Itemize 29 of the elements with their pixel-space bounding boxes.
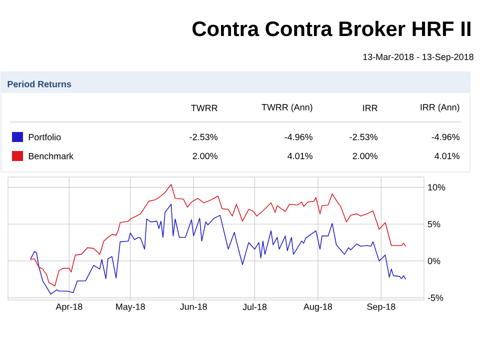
- legend-label: Portfolio: [28, 134, 61, 140]
- y-tick-label: 5%: [428, 220, 440, 228]
- y-tick-label: -5%: [428, 294, 444, 301]
- text: 2.00%: [192, 152, 218, 160]
- line-series: [30, 184, 406, 286]
- chart-title: Contra Contra Broker HRF II: [192, 20, 470, 36]
- x-tick-label: May-18: [116, 304, 145, 312]
- line-series: [30, 204, 406, 295]
- chart-subtitle: 13-Mar-2018 - 13-Sep-2018: [363, 54, 474, 62]
- legend-label: Benchmark: [28, 152, 74, 160]
- text: 4.01%: [434, 152, 460, 160]
- text: -4.96%: [432, 134, 460, 140]
- text: TWRR: [191, 104, 218, 112]
- text: 2.00%: [352, 152, 378, 160]
- x-tick-label: Sep-18: [367, 304, 396, 312]
- text: -4.96%: [284, 134, 312, 140]
- y-tick-label: 10%: [428, 184, 446, 190]
- x-tick-label: Jun-18: [180, 304, 207, 310]
- text: -2.53%: [190, 134, 218, 140]
- text: TWRR (Ann): [262, 104, 312, 112]
- text: Period Returns: [8, 80, 72, 88]
- y-tick-label: 0%: [428, 258, 440, 264]
- x-tick-label: Aug-18: [304, 304, 332, 312]
- text: -2.53%: [350, 134, 378, 140]
- text: IRR: [363, 104, 378, 112]
- x-tick-label: Jul-18: [242, 304, 267, 310]
- text: 4.01%: [288, 152, 312, 160]
- text: IRR (Ann): [420, 104, 460, 112]
- x-tick-label: Apr-18: [56, 304, 82, 312]
